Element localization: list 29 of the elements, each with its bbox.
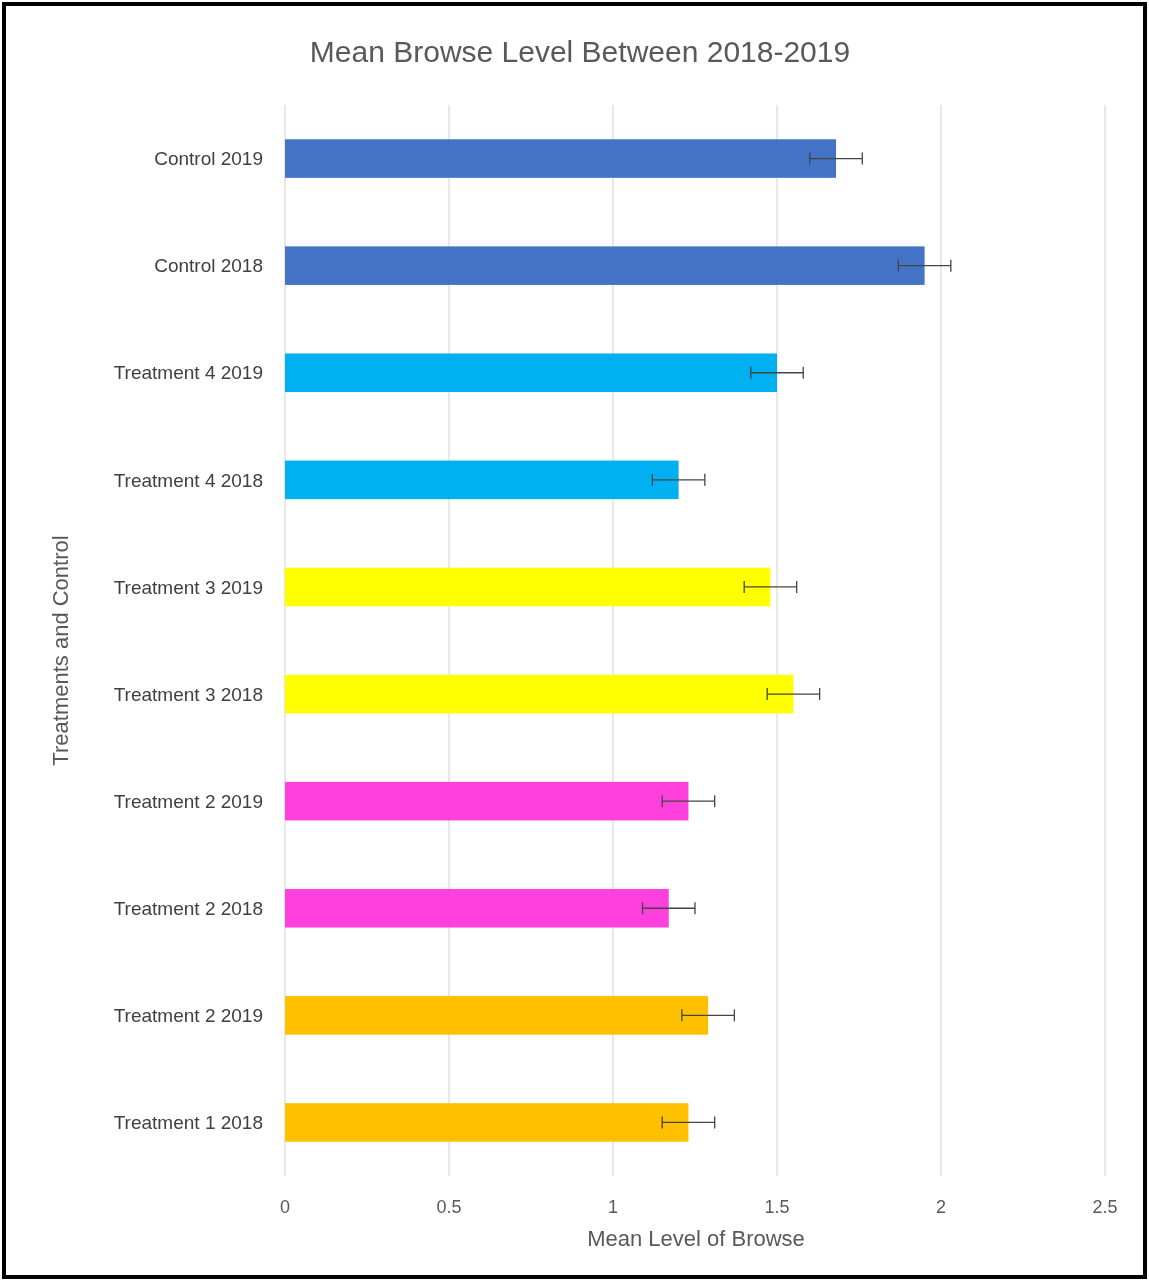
x-tick-label: 1 (607, 1197, 619, 1217)
y-tick-label: Control 2019 (154, 148, 263, 170)
chart-title: Mean Browse Level Between 2018-2019 (309, 35, 851, 68)
y-axis-title: Treatments and Control (48, 535, 73, 766)
bar (285, 246, 925, 285)
x-tick-label: 1.5 (764, 1197, 790, 1217)
y-tick-label: Treatment 3 2019 (113, 576, 263, 598)
y-tick-label: Control 2018 (154, 255, 263, 277)
x-tick-label: 0 (279, 1197, 291, 1217)
bar (285, 353, 777, 393)
bar (285, 139, 837, 178)
x-tick-label: 0.5 (436, 1197, 462, 1217)
bar (285, 460, 679, 500)
bar (285, 781, 689, 821)
x-axis-title: Mean Level of Browse (587, 1226, 805, 1251)
y-tick-label: Treatment 2 2019 (113, 1005, 263, 1026)
y-tick-label: Treatment 4 2019 (113, 362, 263, 384)
y-tick-label: Treatment 2 2018 (113, 897, 263, 919)
y-tick-label: Treatment 2 2019 (113, 790, 263, 812)
x-tick-label: 2 (935, 1197, 947, 1217)
y-tick-label: Treatment 4 2018 (113, 469, 263, 491)
y-tick-label: Treatment 1 2018 (113, 1112, 263, 1134)
x-tick-label: 2.5 (1092, 1197, 1118, 1217)
bar (285, 1103, 689, 1142)
bar (285, 567, 771, 607)
bar (285, 888, 669, 928)
y-tick-label: Treatment 3 2018 (113, 683, 263, 705)
bar (285, 996, 709, 1035)
bar (285, 674, 794, 714)
